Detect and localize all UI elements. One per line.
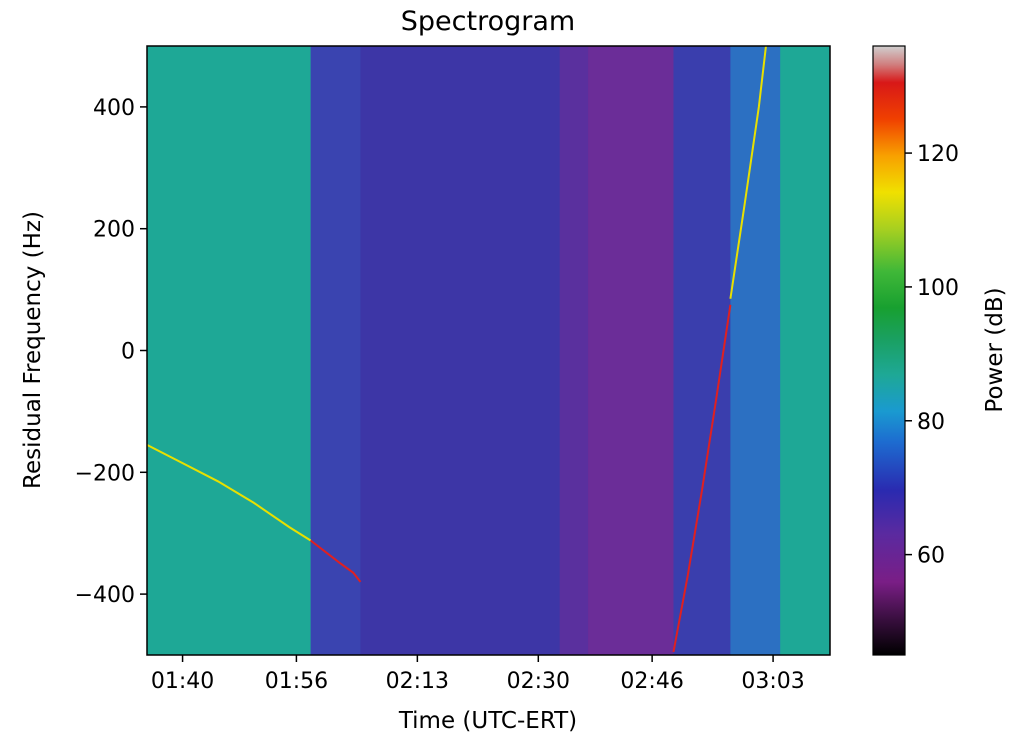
colorbar-ticks: 60 80 100 120 [905, 142, 959, 569]
background-segment-0 [147, 46, 312, 655]
y-tick-label-3: −200 [75, 461, 135, 486]
colorbar-tick-label-2: 100 [917, 276, 959, 301]
x-tick-label-1: 01:56 [265, 669, 328, 694]
background-segment-5 [673, 46, 731, 655]
colorbar-tick-label-0: 60 [917, 544, 945, 569]
x-tick-label-5: 03:03 [741, 669, 804, 694]
background-segments [147, 46, 830, 655]
colorbar-label: Power (dB) [982, 287, 1008, 412]
plot-area [147, 46, 830, 655]
x-tick-label-3: 02:30 [507, 669, 570, 694]
chart-title: Spectrogram [401, 6, 575, 37]
x-axis-ticks: 01:40 01:56 02:13 02:30 02:46 03:03 [151, 655, 805, 694]
y-axis-ticks: 400 200 0 −200 −400 [75, 96, 147, 608]
background-segment-1 [310, 46, 361, 655]
x-axis-label: Time (UTC-ERT) [398, 708, 577, 734]
background-segment-2 [360, 46, 561, 655]
carrier-3-line [672, 304, 732, 653]
colorbar-tick-label-1: 80 [917, 410, 945, 435]
carrier-lines [147, 46, 767, 653]
y-axis-label: Residual Frequency (Hz) [20, 211, 46, 489]
x-tick-label-2: 02:13 [386, 669, 449, 694]
y-tick-label-0: 400 [93, 96, 135, 121]
x-tick-label-0: 01:40 [151, 669, 214, 694]
x-tick-label-4: 02:46 [620, 669, 683, 694]
carrier-2-line [310, 539, 362, 583]
carrier-4-line [729, 46, 767, 299]
carrier-1-line [147, 444, 312, 542]
y-tick-label-4: −400 [75, 583, 135, 608]
background-segment-7 [780, 46, 830, 655]
background-segment-3 [559, 46, 589, 655]
y-tick-label-2: 0 [121, 340, 135, 365]
background-segment-6 [730, 46, 781, 655]
colorbar [872, 45, 906, 656]
background-segment-4 [588, 46, 674, 655]
y-tick-label-1: 200 [93, 218, 135, 243]
colorbar-tick-label-3: 120 [917, 142, 959, 167]
